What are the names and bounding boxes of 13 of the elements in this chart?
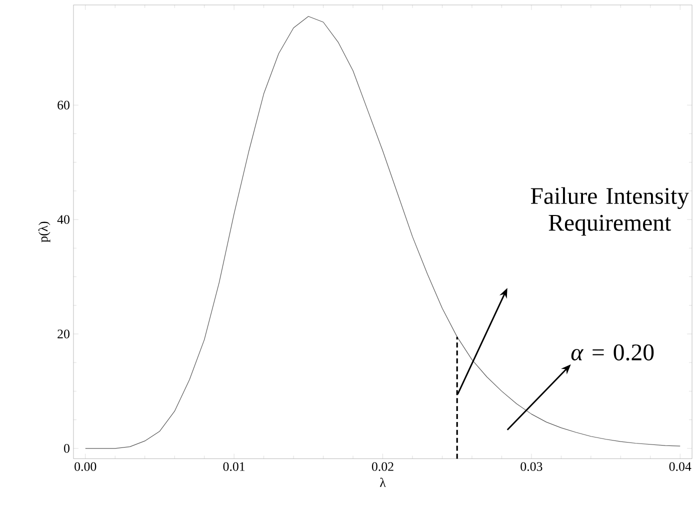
- x-tick-label: 0.02: [372, 462, 394, 471]
- annotation: α = 0.20: [571, 344, 654, 360]
- x-tick-label: 0.00: [74, 462, 96, 471]
- annotation: Failure Intensity Requirement: [530, 187, 689, 236]
- y-axis-title: p(λ): [38, 222, 50, 242]
- x-tick-label: 0.04: [669, 462, 692, 471]
- x-tick-label: 0.01: [223, 462, 245, 471]
- x-tick-label: 0.03: [520, 462, 542, 471]
- y-tick-label: 0: [64, 444, 70, 453]
- y-tick-label: 40: [57, 215, 70, 224]
- x-axis-title: λ: [380, 478, 386, 487]
- y-tick-label: 20: [58, 330, 70, 338]
- y-tick-label: 60: [58, 100, 70, 110]
